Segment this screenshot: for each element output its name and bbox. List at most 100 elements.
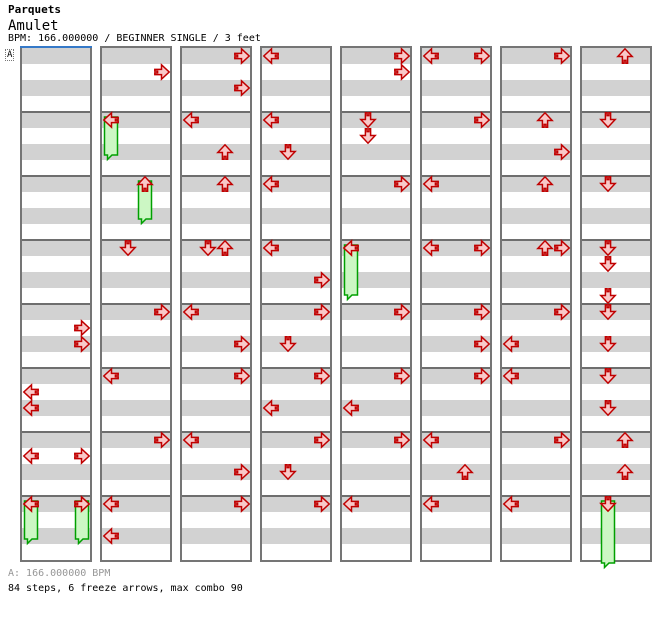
arrow-note-right (153, 303, 170, 321)
arrow-note-up (535, 111, 554, 128)
arrow-note-left (102, 527, 119, 545)
chart-column (180, 46, 252, 562)
arrow-note-up (615, 431, 634, 448)
freeze-arrow-left (22, 495, 39, 513)
measure-line (502, 495, 570, 497)
arrow-note-down (358, 128, 377, 145)
arrow-note-left (422, 431, 439, 449)
arrow-note-up (615, 463, 634, 480)
measure-line (102, 495, 170, 497)
measure-line (502, 367, 570, 369)
arrow-note-right (313, 271, 330, 289)
arrow-note-right (73, 335, 90, 353)
measure-line (182, 111, 250, 113)
arrow-note-right (393, 175, 410, 193)
arrow-note-left (22, 399, 39, 417)
arrow-note-down (278, 336, 297, 353)
measure-line (182, 175, 250, 177)
arrow-note-left (102, 367, 119, 385)
freeze-arrow-right (73, 495, 90, 513)
measure-line (262, 239, 330, 241)
chart-column (100, 46, 172, 562)
measure-line (22, 431, 90, 433)
arrow-note-up (455, 463, 474, 480)
arrow-note-right (153, 431, 170, 449)
measure-line (182, 495, 250, 497)
measure-line (342, 303, 410, 305)
arrow-note-right (473, 239, 490, 257)
arrow-note-left (182, 303, 199, 321)
measure-line (502, 239, 570, 241)
arrow-note-down (598, 240, 617, 257)
arrow-note-up (615, 47, 634, 64)
measure-line (422, 367, 490, 369)
measure-line (502, 303, 570, 305)
measure-line (182, 239, 250, 241)
arrow-note-right (233, 47, 250, 65)
arrow-note-left (262, 47, 279, 65)
arrow-note-left (22, 447, 39, 465)
freeze-arrow-tail (343, 244, 358, 302)
arrow-note-right (473, 303, 490, 321)
freeze-arrow-down (598, 496, 617, 513)
arrow-note-right (553, 47, 570, 65)
arrow-note-down (598, 112, 617, 129)
chart-column (340, 46, 412, 562)
measure-line (342, 239, 410, 241)
measure-line (22, 111, 90, 113)
freeze-arrow-tail (600, 500, 615, 570)
measure-line (262, 431, 330, 433)
arrow-note-right (393, 367, 410, 385)
arrow-note-right (393, 431, 410, 449)
measure-line (582, 239, 650, 241)
arrow-note-right (553, 143, 570, 161)
arrow-note-left (22, 383, 39, 401)
arrow-note-right (153, 63, 170, 81)
arrow-note-left (262, 175, 279, 193)
chart-column (260, 46, 332, 562)
measure-line (262, 495, 330, 497)
arrow-note-left (102, 495, 119, 513)
footer-summary-line: 84 steps, 6 freeze arrows, max combo 90 (8, 583, 243, 594)
measure-line (342, 111, 410, 113)
measure-line (102, 367, 170, 369)
arrow-note-left (502, 335, 519, 353)
measure-line (102, 239, 170, 241)
footer-bpm-line: A: 166.000000 BPM (8, 568, 111, 579)
arrow-note-right (473, 111, 490, 129)
arrow-note-right (393, 47, 410, 65)
measure-line (342, 431, 410, 433)
arrow-note-right (233, 335, 250, 353)
arrow-note-left (502, 367, 519, 385)
arrow-note-down (598, 176, 617, 193)
page-title: Parquets (8, 3, 61, 16)
arrow-note-right (393, 303, 410, 321)
measure-line (502, 431, 570, 433)
arrow-note-right (313, 495, 330, 513)
measure-line (422, 431, 490, 433)
arrow-note-right (73, 447, 90, 465)
measure-line (422, 495, 490, 497)
arrow-note-right (233, 79, 250, 97)
arrow-note-down (598, 304, 617, 321)
arrow-note-left (422, 495, 439, 513)
arrow-note-left (422, 239, 439, 257)
measure-line (342, 495, 410, 497)
chart-column (500, 46, 572, 562)
arrow-note-left (182, 111, 199, 129)
arrow-note-up (535, 175, 554, 192)
bpm-marker-label: A (5, 49, 15, 61)
measure-line (342, 175, 410, 177)
chart-column (580, 46, 652, 570)
arrow-note-left (502, 495, 519, 513)
arrow-note-down (598, 400, 617, 417)
song-start-line (20, 46, 92, 48)
arrow-note-up (215, 175, 234, 192)
measure-line (102, 175, 170, 177)
measure-line (262, 367, 330, 369)
measure-line (342, 367, 410, 369)
freeze-arrow-up (135, 175, 154, 192)
arrow-note-right (73, 319, 90, 337)
arrow-note-left (262, 239, 279, 257)
measure-line (422, 239, 490, 241)
